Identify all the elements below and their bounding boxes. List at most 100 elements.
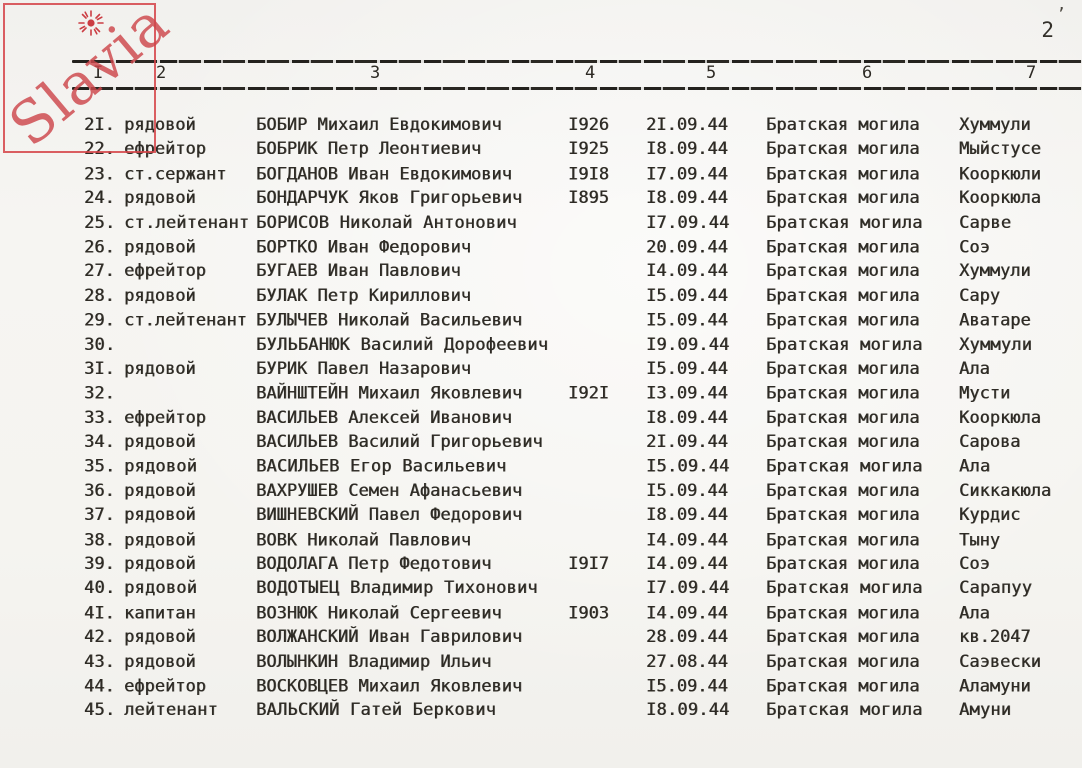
table-row: 4I. капитан ВОЗНЮК Николай Сергеевич I90… [84, 601, 1082, 625]
death-date-cell: I5.09.44 [646, 480, 728, 501]
birth-year-cell [568, 333, 646, 357]
grave-type-cell: Братская могила [766, 627, 920, 648]
rank-cell [124, 333, 256, 357]
place-cell: Сарова [959, 432, 1021, 453]
table-row: 25. ст.лейтенант БОРИСОВ Николай Антонов… [84, 211, 1082, 235]
name-cell: ВОДОТЫЕЦ Владимир Тихонович [256, 578, 538, 599]
name-cell: БОБИР Михаил Евдокимович [256, 115, 502, 135]
column-headers: I 2 3 4 5 6 7 [0, 63, 1082, 87]
birth-year-cell [568, 576, 646, 600]
table-row: 34. рядовой ВАСИЛЬЕВ Василий Григорьевич… [84, 430, 1082, 454]
table-row: 32. ВАЙНШТЕЙН Михаил Яковлевич I92I I3.0… [84, 382, 1082, 406]
row-number: 45. [84, 700, 116, 721]
table-row: 44. ефрейтор ВОСКОВЦЕВ Михаил Яковлевич … [84, 674, 1082, 698]
place-cell: Мыйстусе [959, 139, 1041, 160]
name-cell: БУЛЬБАНЮК Василий Дорофеевич [256, 334, 549, 355]
name-cell: ВАСИЛЬЕВ Егор Васильевич [256, 456, 507, 477]
table-row: 36. рядовой ВАХРУШЕВ Семен Афанасьевич I… [84, 479, 1082, 503]
birth-year-cell [568, 698, 646, 722]
death-date-cell: I5.09.44 [646, 676, 728, 697]
column-header-5: 5 [706, 63, 717, 83]
death-date-cell: I5.09.44 [646, 358, 728, 379]
table-row: 39. рядовой ВОДОЛАГА Петр Федотович I9I7… [84, 552, 1082, 576]
birth-year-cell: I925 [568, 139, 609, 160]
header-rule-top [72, 60, 1082, 63]
casualty-rows: 2I. рядовой БОБИР Михаил Евдокимович I92… [84, 113, 1082, 723]
name-cell: БОБРИК Петр Леонтиевич [256, 139, 482, 160]
row-number: 30. [84, 334, 116, 355]
birth-year-cell [568, 284, 646, 308]
death-date-cell: I5.09.44 [646, 285, 728, 306]
rank-cell: лейтенант [124, 700, 218, 721]
row-number: 28. [84, 285, 115, 306]
row-number: 44. [84, 676, 115, 697]
place-cell: Мусти [959, 383, 1011, 404]
row-number: 34. [84, 432, 115, 453]
rank-cell: рядовой [124, 456, 198, 477]
death-date-cell: I8.09.44 [646, 505, 728, 526]
name-cell: ВАЛЬСКИЙ Гатей Беркович [256, 700, 497, 721]
header-rule-bottom [72, 87, 1082, 90]
column-header-6: 6 [862, 63, 873, 83]
name-cell: БОГДАНОВ Иван Евдокимович [256, 164, 512, 185]
name-cell: ВИШНЕВСКИЙ Павел Федорович [256, 505, 523, 526]
name-cell: ВОДОЛАГА Петр Федотович [256, 554, 492, 575]
rank-cell: рядовой [124, 530, 196, 551]
grave-type-cell: Братская могила [766, 237, 920, 258]
grave-type-cell: Братская могила [766, 188, 920, 209]
death-date-cell: I4.09.44 [646, 554, 728, 575]
row-number: 36. [84, 480, 115, 501]
rank-cell: ст.сержант [124, 164, 227, 185]
grave-type-cell: Братская могила [766, 212, 923, 233]
row-number: 39. [84, 554, 115, 575]
grave-type-cell: Братская могила [766, 480, 920, 501]
birth-year-cell [568, 309, 646, 333]
table-row: 27. ефрейтор БУГАЕВ Иван Павлович I4.09.… [84, 259, 1082, 283]
grave-type-cell: Братская могила [766, 261, 920, 282]
birth-year-cell [568, 650, 646, 674]
birth-year-cell [568, 528, 646, 552]
column-header-1: I [93, 63, 104, 83]
death-date-cell: I4.09.44 [646, 261, 728, 282]
table-row: 30. БУЛЬБАНЮК Василий Дорофеевич I9.09.4… [84, 333, 1082, 357]
rank-cell: ефрейтор [124, 676, 206, 697]
name-cell: ВОЛЖАНСКИЙ Иван Гаврилович [256, 627, 523, 648]
name-cell: ВОЛЫНКИН Владимир Ильич [256, 651, 492, 672]
grave-type-cell: Братская могила [766, 603, 920, 624]
rank-cell: ст.лейтенант [124, 212, 250, 233]
place-cell: Соэ [959, 554, 990, 575]
table-row: 26. рядовой БОРТКО Иван Федорович 20.09.… [84, 235, 1082, 259]
table-row: 37. рядовой ВИШНЕВСКИЙ Павел Федорович I… [84, 503, 1082, 527]
name-cell: ВОЗНЮК Николай Сергеевич [256, 603, 502, 624]
death-date-cell: 2I.09.44 [646, 432, 728, 453]
rank-cell: рядовой [124, 480, 196, 501]
place-cell: Ала [959, 358, 990, 379]
grave-type-cell: Братская могила [766, 285, 920, 306]
birth-year-cell [568, 625, 646, 649]
table-row: 35. рядовой ВАСИЛЬЕВ Егор Васильевич I5.… [84, 455, 1082, 479]
death-date-cell: I4.09.44 [646, 603, 728, 624]
place-cell: Саэвески [959, 651, 1041, 672]
rank-cell: ст.лейтенант [124, 310, 247, 331]
rank-cell: рядовой [124, 554, 196, 575]
page-corner-mark: ’ [1056, 4, 1066, 23]
rank-cell: рядовой [124, 358, 196, 379]
place-cell: Аламуни [959, 676, 1031, 697]
column-header-7: 7 [1026, 63, 1037, 83]
rank-cell: рядовой [124, 505, 196, 526]
row-number: 27. [84, 261, 115, 282]
row-number: 33. [84, 407, 115, 428]
death-date-cell: I8.09.44 [646, 700, 730, 721]
row-number: 40. [84, 578, 116, 599]
grave-type-cell: Братская могила [766, 383, 920, 404]
place-cell: Курдис [959, 505, 1021, 526]
place-cell: Хуммули [959, 334, 1033, 355]
death-date-cell: I5.09.44 [646, 456, 730, 477]
death-date-cell: I5.09.44 [646, 310, 728, 331]
rank-cell: ефрейтор [124, 139, 206, 160]
rank-cell: рядовой [124, 578, 198, 599]
grave-type-cell: Братская могила [766, 407, 920, 428]
death-date-cell: I7.09.44 [646, 212, 730, 233]
birth-year-cell [568, 674, 646, 698]
